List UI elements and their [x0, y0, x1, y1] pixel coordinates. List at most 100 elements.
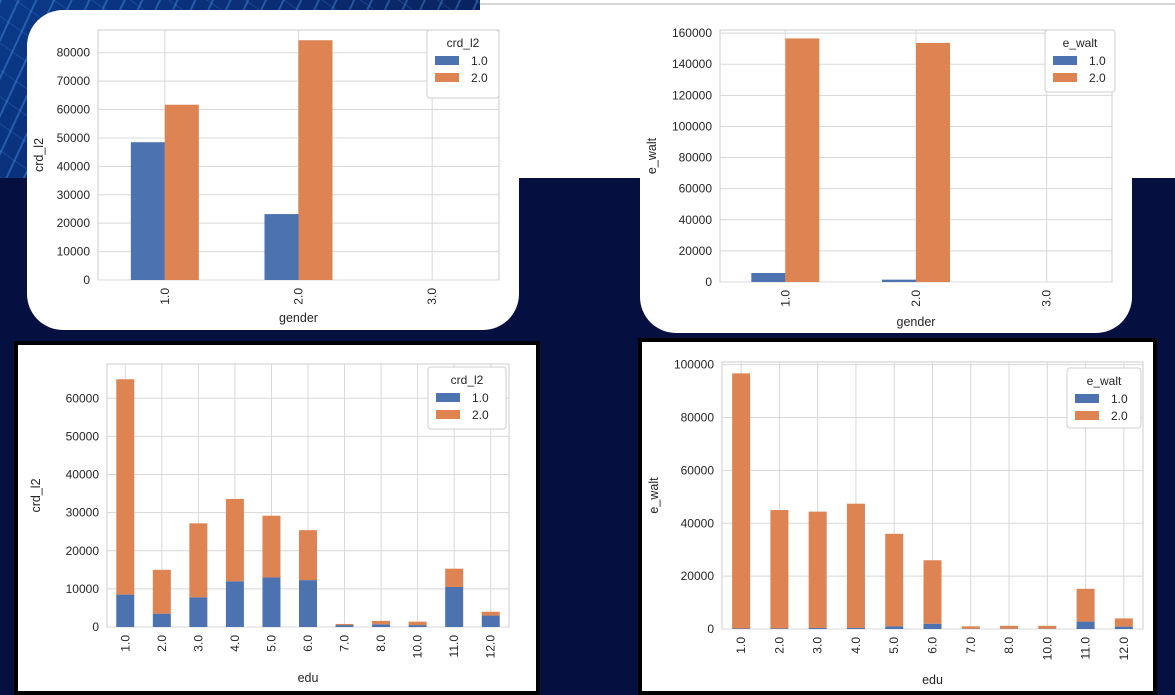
legend-entry-2-0: 2.0	[471, 71, 488, 85]
y-tick-label: 60000	[679, 182, 713, 196]
bar-1-0-series-1-0	[116, 594, 135, 627]
bar-1-0-series-1-0	[751, 272, 786, 282]
x-tick-label: 12.0	[484, 635, 498, 659]
bar-6-0-series-1-0	[299, 580, 317, 627]
bar-11-0-series-1-0	[445, 586, 464, 627]
legend-swatch-1-0	[436, 393, 460, 402]
legend-swatch-2-0	[1053, 73, 1077, 82]
y-tick-label: 10000	[57, 245, 91, 259]
y-tick-label: 30000	[57, 188, 91, 202]
x-tick-label: 7.0	[964, 637, 978, 654]
bar-4-0-series-1-0	[225, 581, 244, 627]
y-axis-label: crd_l2	[29, 478, 43, 512]
bar-3-0-series-1-0	[189, 597, 208, 627]
x-tick-label: 7.0	[338, 635, 352, 652]
y-axis-label: e_walt	[647, 477, 661, 514]
legend-swatch-1-0	[435, 56, 459, 65]
y-tick-label: 80000	[57, 46, 91, 60]
y-tick-label: 20000	[679, 244, 713, 258]
legend-entry-1-0: 1.0	[472, 391, 489, 405]
y-tick-label: 50000	[57, 131, 91, 145]
y-tick-label: 20000	[66, 544, 100, 558]
y-tick-label: 60000	[57, 103, 91, 117]
bar-5-0-series-2-0	[262, 515, 281, 578]
bar-4-0-series-2-0	[225, 498, 244, 582]
bar-12-0-series-1-0	[1114, 626, 1133, 629]
y-tick-label: 60000	[66, 391, 100, 405]
chart-gender-crd-l2: 0 10000 20000 30000 40000 50000 60000 70000 8000…	[32, 29, 500, 325]
y-tick-label: 160000	[672, 26, 712, 40]
bar-1-0-series-1-0	[130, 142, 165, 280]
chart-panel-gender-crd-l2: 0 10000 20000 30000 40000 50000 60000 70000 8000…	[27, 10, 519, 330]
x-tick-label: 5.0	[264, 635, 278, 652]
legend: crd_l2 1.0 2.0	[427, 366, 507, 430]
legend-entry-2-0: 2.0	[472, 408, 489, 422]
legend-entry-1-0: 1.0	[471, 54, 488, 68]
legend-entry-1-0: 1.0	[1111, 392, 1128, 406]
x-tick-label: 3.0	[811, 637, 825, 654]
bar-11-0-series-2-0	[445, 568, 464, 587]
x-axis-label: edu	[922, 673, 943, 687]
legend-swatch-2-0	[1075, 411, 1099, 420]
bar-3-0-series-2-0	[189, 523, 208, 598]
bar-6-0-series-1-0	[923, 623, 942, 629]
y-tick-label: 70000	[57, 74, 91, 88]
x-tick-label: 1.0	[778, 290, 792, 307]
chart-panel-gender-e-walt: 0 20000 40000 60000 80000 100000 120000 140000 1…	[640, 10, 1132, 333]
bar-12-0-series-1-0	[481, 615, 500, 627]
bar-5-0-series-1-0	[262, 577, 281, 627]
x-tick-label: 10.0	[1040, 637, 1054, 661]
bar-2-0-series-2-0	[152, 569, 171, 614]
bar-10-0-series-2-0	[408, 621, 427, 626]
bar-2-0-series-1-0	[770, 628, 789, 629]
x-tick-label: 4.0	[849, 637, 863, 654]
bar-8-0-series-2-0	[372, 620, 391, 625]
x-tick-label: 6.0	[301, 635, 315, 652]
bar-2-0-series-2-0	[298, 40, 333, 281]
x-axis-label: gender	[279, 311, 318, 325]
y-tick-label: 120000	[672, 88, 712, 102]
legend-swatch-1-0	[1075, 394, 1099, 403]
bar-1-0-series-2-0	[732, 373, 751, 629]
y-tick-label: 40000	[679, 213, 713, 227]
x-tick-label: 1.0	[158, 288, 172, 305]
legend: crd_l2 1.0 2.0	[426, 29, 500, 99]
background-divider-line	[480, 3, 1175, 5]
y-tick-label: 0	[92, 620, 99, 634]
x-tick-label: 2.0	[909, 290, 923, 307]
legend-swatch-2-0	[436, 410, 460, 419]
bar-6-0-series-2-0	[299, 530, 317, 581]
legend-swatch-1-0	[1053, 56, 1077, 65]
bar-1-0-series-2-0	[785, 38, 820, 283]
bar-4-0-series-1-0	[846, 627, 865, 629]
y-tick-label: 20000	[681, 569, 715, 583]
bar-5-0-series-1-0	[885, 626, 904, 629]
y-tick-label: 80000	[679, 151, 713, 165]
legend-swatch-2-0	[435, 73, 459, 82]
bar-12-0-series-2-0	[1114, 618, 1133, 627]
x-tick-label: 1.0	[118, 635, 132, 652]
bar-4-0-series-2-0	[846, 503, 865, 628]
x-tick-label: 1.0	[734, 637, 748, 654]
legend-entry-2-0: 2.0	[1111, 409, 1128, 423]
chart-panel-edu-crd-l2: 0 10000 20000 30000 40000 50000 60000 1.0 2.0 3.0…	[14, 341, 540, 695]
legend-title: crd_l2	[451, 373, 484, 387]
x-tick-label: 12.0	[1117, 637, 1131, 661]
x-axis-label: edu	[298, 671, 319, 685]
x-tick-label: 6.0	[926, 637, 940, 654]
legend-title: e_walt	[1063, 36, 1098, 50]
legend-title: e_walt	[1087, 374, 1122, 388]
bar-11-0-series-1-0	[1076, 621, 1095, 629]
y-tick-label: 30000	[66, 506, 100, 520]
bar-8-0-series-2-0	[1000, 625, 1019, 629]
bar-7-0-series-2-0	[335, 623, 354, 626]
legend: e_walt 1.0 2.0	[1044, 29, 1116, 93]
x-tick-label: 3.0	[425, 288, 439, 305]
x-tick-label: 10.0	[411, 635, 425, 659]
legend: e_walt 1.0 2.0	[1066, 367, 1142, 429]
y-tick-label: 50000	[66, 429, 100, 443]
bar-2-0-series-2-0	[916, 42, 950, 283]
bar-3-0-series-1-0	[808, 627, 827, 629]
bar-2-0-series-2-0	[770, 510, 789, 629]
y-tick-label: 0	[83, 273, 90, 287]
